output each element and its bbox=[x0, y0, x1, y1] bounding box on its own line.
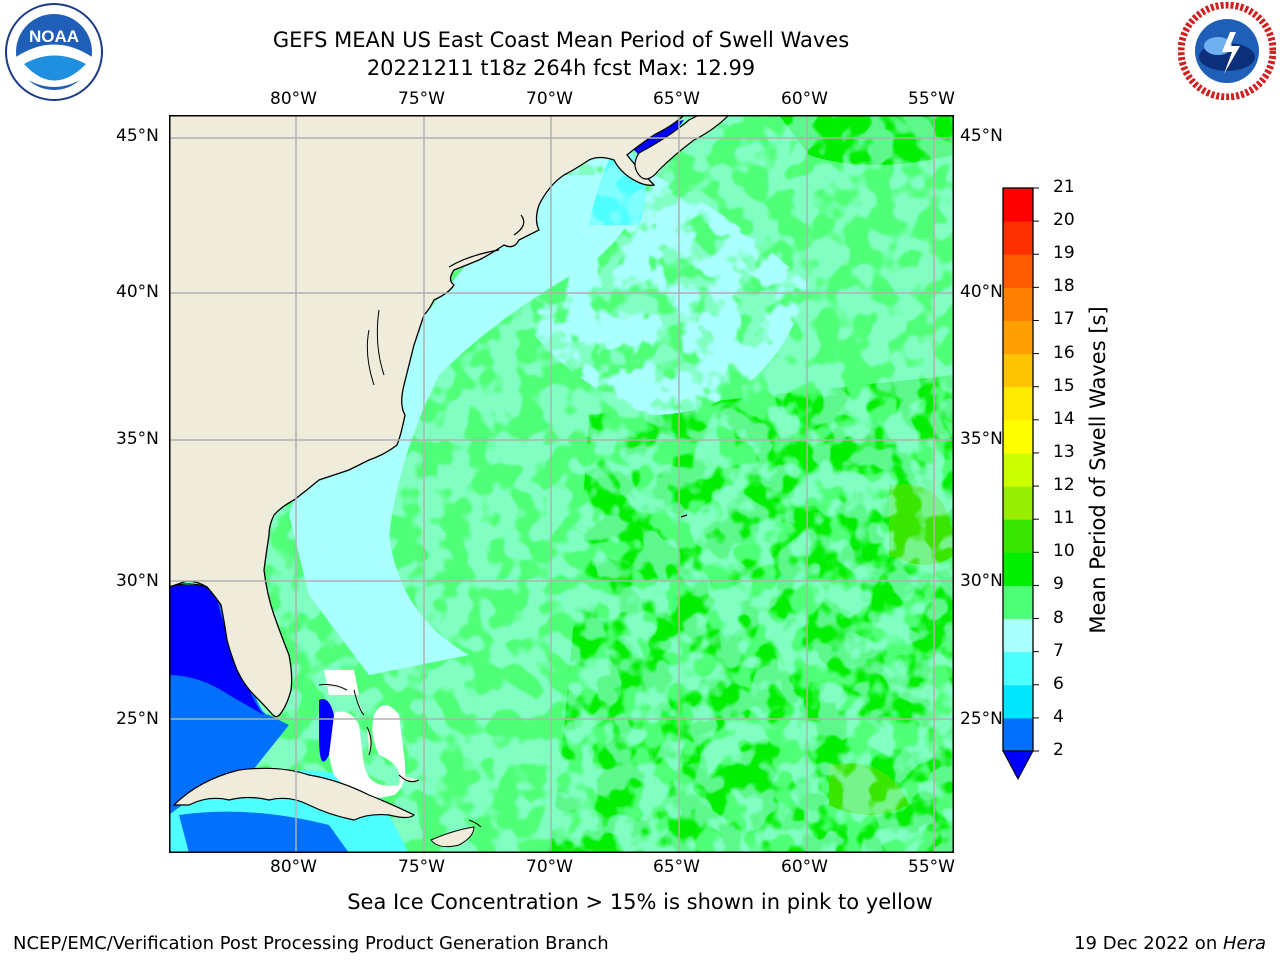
lon-label-top: 55°W bbox=[908, 89, 955, 109]
bahamas-tongue-blue bbox=[319, 699, 334, 762]
gulf-coast-line bbox=[169, 583, 222, 606]
lon-label-top: 65°W bbox=[653, 89, 700, 109]
colorbar-title: Mean Period of Swell Waves [s] bbox=[1086, 306, 1110, 634]
colorbar-tick-label: 10 bbox=[1053, 541, 1075, 562]
lon-label-bottom: 65°W bbox=[653, 857, 700, 877]
bermuda-island bbox=[680, 514, 688, 518]
colorbar-segment bbox=[1003, 221, 1033, 255]
colorbar-segment bbox=[1003, 320, 1033, 355]
title-line-1: GEFS MEAN US East Coast Mean Period of S… bbox=[272, 28, 850, 52]
colorbar-tick-label: 16 bbox=[1053, 342, 1075, 363]
colorbar-segment bbox=[1003, 651, 1033, 686]
colorbar-segment bbox=[1003, 419, 1033, 454]
chesapeake-coast bbox=[366, 309, 385, 386]
bahamas-bank-north bbox=[324, 670, 359, 695]
colorbar-tick-label: 14 bbox=[1053, 408, 1075, 429]
colorbar-tick-label: 8 bbox=[1053, 607, 1064, 628]
lat-label-right: 40°N bbox=[960, 282, 1003, 302]
long-island-coast bbox=[448, 249, 500, 268]
noaa-logo-text: NOAA bbox=[29, 27, 79, 46]
colorbar-tick-label: 11 bbox=[1053, 508, 1075, 529]
colorbar-tick-label: 21 bbox=[1053, 177, 1075, 197]
colorbar-tick-label: 17 bbox=[1053, 309, 1075, 330]
gulf-very-low-period bbox=[169, 585, 264, 715]
colorbar-border bbox=[1002, 187, 1034, 752]
lon-label-top: 70°W bbox=[526, 89, 573, 109]
colorbar-segment bbox=[1003, 552, 1033, 586]
lon-label-bottom: 80°W bbox=[270, 857, 317, 877]
colorbar-segment bbox=[1003, 353, 1033, 388]
colorbar-segment bbox=[1003, 386, 1033, 421]
map-border bbox=[169, 115, 954, 853]
cuba-land bbox=[172, 767, 416, 821]
colorbar-segment bbox=[1003, 287, 1033, 321]
lat-label-right: 45°N bbox=[960, 126, 1003, 146]
map-gridlines bbox=[169, 115, 954, 853]
colorbar-segment bbox=[1003, 717, 1033, 752]
colorbar-segment bbox=[1003, 618, 1033, 653]
colorbar-segment bbox=[1003, 519, 1033, 553]
colorbar-tick-label: 18 bbox=[1053, 276, 1075, 297]
colorbar-tick-label: 6 bbox=[1053, 673, 1064, 694]
nws-logo bbox=[1178, 2, 1276, 100]
map-canvas bbox=[169, 115, 954, 853]
lat-label-left: 45°N bbox=[116, 126, 159, 146]
cape-cod-coast bbox=[513, 214, 525, 236]
bahama-islands bbox=[318, 684, 482, 828]
lat-label-left: 30°N bbox=[116, 571, 159, 591]
lon-label-top: 60°W bbox=[781, 89, 828, 109]
colorbar-segment bbox=[1003, 188, 1033, 222]
colorbar-segment bbox=[1003, 684, 1033, 719]
lat-label-right: 35°N bbox=[960, 429, 1003, 449]
hispaniola-land bbox=[430, 826, 475, 848]
credit-text: NCEP/EMC/Verification Post Processing Pr… bbox=[13, 933, 609, 954]
colorbar-tick-label: 2 bbox=[1053, 740, 1064, 760]
bahamas-bank bbox=[327, 705, 406, 798]
colorbar-segment bbox=[1003, 585, 1033, 620]
lat-label-right: 30°N bbox=[960, 571, 1003, 591]
sea-ice-note-wrap: Sea Ice Concentration > 15% is shown in … bbox=[0, 890, 1280, 914]
colorbar-under-triangle bbox=[1002, 750, 1034, 781]
lon-label-bottom: 70°W bbox=[526, 857, 573, 877]
colorbar bbox=[1002, 187, 1039, 788]
lon-label-bottom: 75°W bbox=[398, 857, 445, 877]
swell-period-map bbox=[169, 115, 954, 853]
colorbar-tick-label: 12 bbox=[1053, 475, 1075, 496]
colorbar-segment bbox=[1003, 452, 1033, 487]
lat-label-right: 25°N bbox=[960, 709, 1003, 729]
colorbar-segment bbox=[1003, 254, 1033, 288]
colorbar-tick-label: 19 bbox=[1053, 243, 1075, 264]
lat-label-left: 35°N bbox=[116, 429, 159, 449]
lat-label-left: 40°N bbox=[116, 282, 159, 302]
run-date-prefix: 19 Dec 2022 on bbox=[1074, 933, 1223, 954]
colorbar-tick-label: 7 bbox=[1053, 640, 1064, 661]
caribbean-blue bbox=[179, 811, 349, 853]
lat-label-left: 25°N bbox=[116, 709, 159, 729]
sea-ice-note: Sea Ice Concentration > 15% is shown in … bbox=[347, 890, 933, 914]
run-host: Hera bbox=[1222, 933, 1266, 954]
colorbar-tick-label: 20 bbox=[1053, 210, 1075, 231]
lon-label-top: 75°W bbox=[398, 89, 445, 109]
title-line-2: 20221211 t18z 264h fcst Max: 12.99 bbox=[366, 56, 756, 80]
colorbar-segment bbox=[1003, 486, 1033, 520]
north-america-land bbox=[169, 115, 685, 718]
lon-label-top: 80°W bbox=[270, 89, 317, 109]
run-date: 19 Dec 2022 on Hera bbox=[1074, 933, 1266, 954]
colorbar-tick-label: 13 bbox=[1053, 441, 1075, 462]
lon-label-bottom: 60°W bbox=[781, 857, 828, 877]
colorbar-tick-label: 9 bbox=[1053, 574, 1064, 595]
colorbar-svg bbox=[1002, 187, 1039, 781]
lon-label-bottom: 55°W bbox=[908, 857, 955, 877]
colorbar-tick-label: 15 bbox=[1053, 375, 1075, 396]
colorbar-tick-label: 4 bbox=[1053, 706, 1064, 727]
noaa-logo: NOAA bbox=[5, 3, 103, 101]
